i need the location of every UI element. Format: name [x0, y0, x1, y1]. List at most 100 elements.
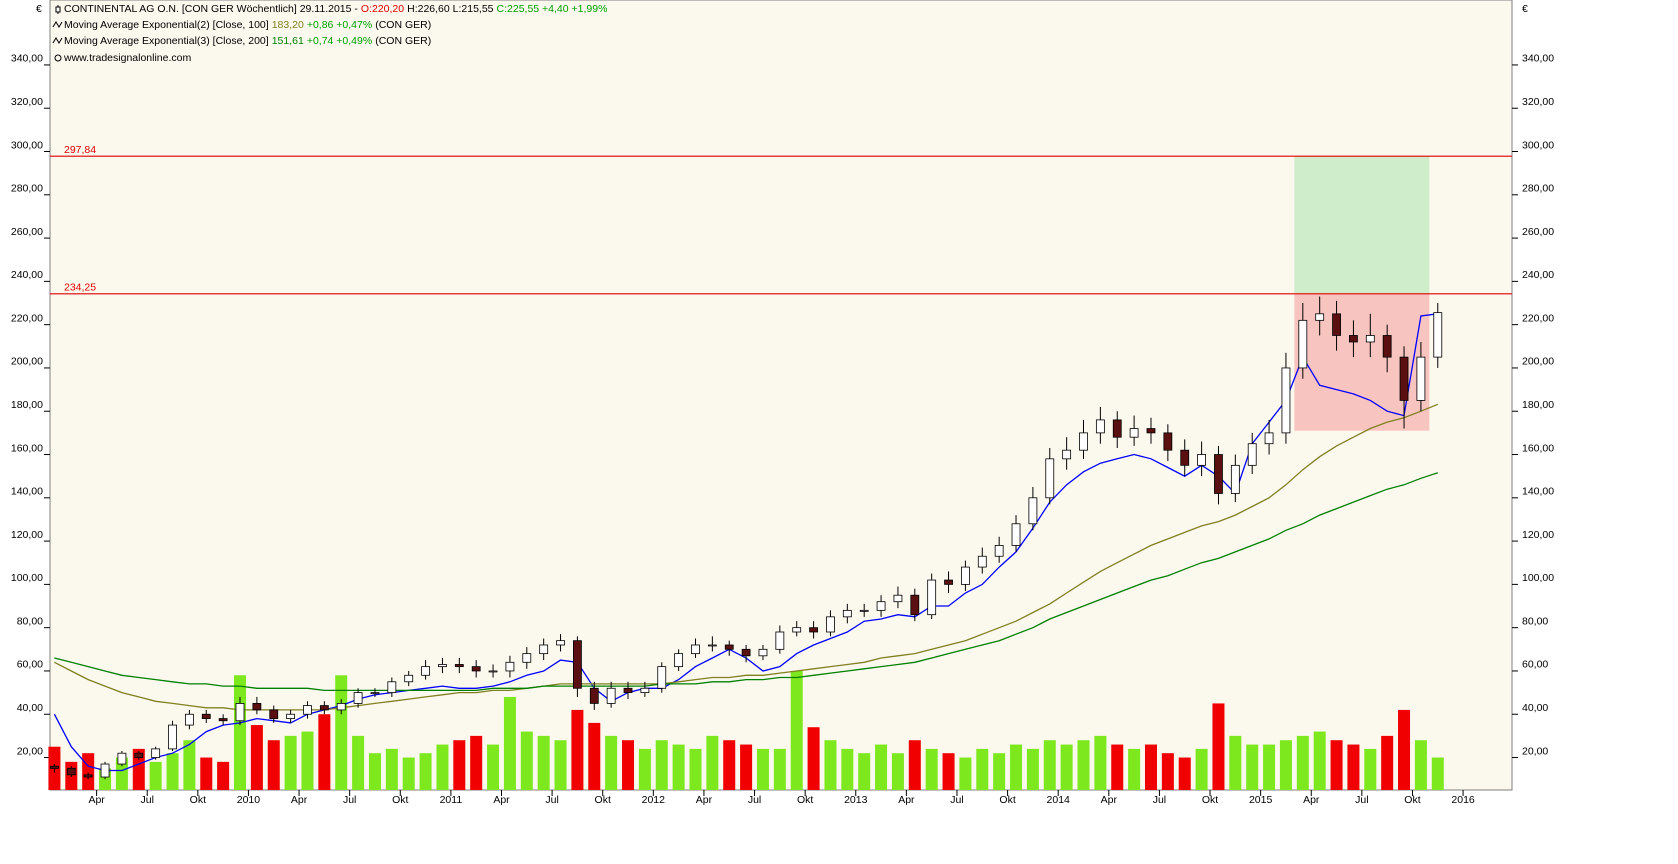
- volume-bar: [807, 727, 820, 790]
- x-tick-label: Apr: [493, 794, 510, 806]
- candle-body: [1332, 313, 1341, 336]
- volume-bar: [520, 731, 533, 790]
- volume-bar: [942, 753, 955, 790]
- y-tick-label-right: 300,00: [1522, 139, 1554, 151]
- volume-bar: [605, 735, 618, 790]
- volume-bar: [1246, 744, 1259, 790]
- legend-part: +0,74 +0,49%: [307, 35, 372, 47]
- volume-bar: [200, 757, 213, 790]
- candle-body: [319, 705, 329, 711]
- candle-body: [353, 692, 363, 704]
- candle-body: [117, 752, 127, 765]
- legend-icon: [52, 37, 63, 44]
- volume-bar: [1263, 744, 1276, 790]
- x-tick-label: Jul: [545, 794, 558, 806]
- y-tick-label: 340,00: [11, 53, 43, 65]
- y-tick-label: 200,00: [11, 356, 43, 368]
- x-tick-label: Okt: [999, 794, 1015, 806]
- volume-bar: [1279, 740, 1292, 790]
- volume-bar: [1212, 703, 1225, 790]
- y-tick-label: 20,00: [17, 745, 43, 757]
- volume-bar: [1195, 748, 1208, 790]
- level-label: 297,84: [64, 144, 96, 156]
- volume-bar: [706, 735, 719, 790]
- x-tick-label: 2015: [1249, 794, 1273, 806]
- volume-bar: [1330, 740, 1343, 790]
- volume-bar: [1296, 735, 1309, 790]
- volume-bar: [385, 748, 398, 790]
- y-tick-label-right: 220,00: [1522, 312, 1554, 324]
- candle-body: [100, 763, 110, 778]
- volume-bar: [284, 735, 297, 790]
- volume-bar: [1043, 740, 1056, 790]
- currency-left: €: [36, 3, 42, 15]
- candle-body: [758, 648, 768, 657]
- candle-body: [505, 661, 515, 672]
- candle-body: [1315, 313, 1325, 321]
- y-tick-label-right: 20,00: [1522, 745, 1548, 757]
- volume-bar: [993, 753, 1006, 790]
- x-tick-label: Apr: [88, 794, 105, 806]
- candle-body: [944, 579, 953, 585]
- symbol-icon-body: [55, 6, 61, 13]
- candle-body: [623, 687, 633, 694]
- volume-bar: [790, 670, 803, 790]
- volume-bar: [588, 722, 601, 790]
- indicator-line: [54, 472, 1439, 692]
- candle-body: [573, 640, 582, 689]
- volume-bar: [82, 753, 95, 790]
- volume-bar: [908, 740, 921, 790]
- candle-body: [961, 566, 970, 585]
- volume-bar: [824, 740, 837, 790]
- volume-bar: [756, 748, 769, 790]
- volume-bar: [436, 744, 449, 790]
- y-tick-label-right: 140,00: [1522, 486, 1554, 498]
- candle-body: [809, 627, 818, 633]
- x-tick-label: Okt: [1202, 794, 1218, 806]
- volume-bar: [638, 748, 651, 790]
- volume-bar: [672, 744, 685, 790]
- zone: [1294, 293, 1430, 431]
- candle-body: [876, 601, 886, 611]
- candle-body: [792, 627, 802, 633]
- volume-bar: [1111, 744, 1124, 790]
- volume-bar: [891, 753, 904, 790]
- volume-bar: [622, 740, 635, 790]
- volume-bar: [234, 675, 247, 790]
- volume-bar: [554, 740, 567, 790]
- candle-body: [977, 555, 987, 568]
- y-tick-label-right: 200,00: [1522, 356, 1554, 368]
- plot-area: [49, 0, 1513, 791]
- volume-bar: [183, 740, 196, 790]
- candle-body: [269, 709, 279, 719]
- candle-body: [1163, 432, 1173, 451]
- candle-body: [556, 640, 565, 646]
- volume-bar: [250, 725, 263, 790]
- volume-bar: [875, 744, 888, 790]
- candle-body: [421, 666, 430, 676]
- source-icon: [54, 54, 62, 62]
- y-tick-label: 240,00: [11, 269, 43, 281]
- x-tick-label: Okt: [595, 794, 611, 806]
- candle-body: [404, 674, 414, 683]
- volume-bar: [925, 748, 938, 790]
- legend-name: Moving Average Exponential(3) [Close, 20…: [64, 35, 269, 47]
- volume-bar: [959, 757, 972, 790]
- volume-bar: [1414, 740, 1427, 790]
- candle-body: [336, 703, 346, 711]
- candle-body: [66, 767, 76, 776]
- candle-body: [1045, 458, 1055, 499]
- volume-bar: [1229, 735, 1242, 790]
- volume-bar: [503, 696, 516, 790]
- volume-bar: [1094, 735, 1107, 790]
- candle-body: [1247, 443, 1257, 466]
- y-tick-label-right: 260,00: [1522, 226, 1554, 238]
- legend-line: Moving Average Exponential(3) [Close, 20…: [64, 35, 431, 47]
- legend-part: C:225,55 +4,40 +1,99%: [497, 3, 608, 15]
- candle-body: [218, 718, 228, 722]
- volume-bar: [1010, 744, 1023, 790]
- y-tick-label-right: 80,00: [1522, 615, 1548, 627]
- volume-bar: [723, 740, 736, 790]
- y-tick-label: 300,00: [11, 139, 43, 151]
- volume-bar: [858, 753, 871, 790]
